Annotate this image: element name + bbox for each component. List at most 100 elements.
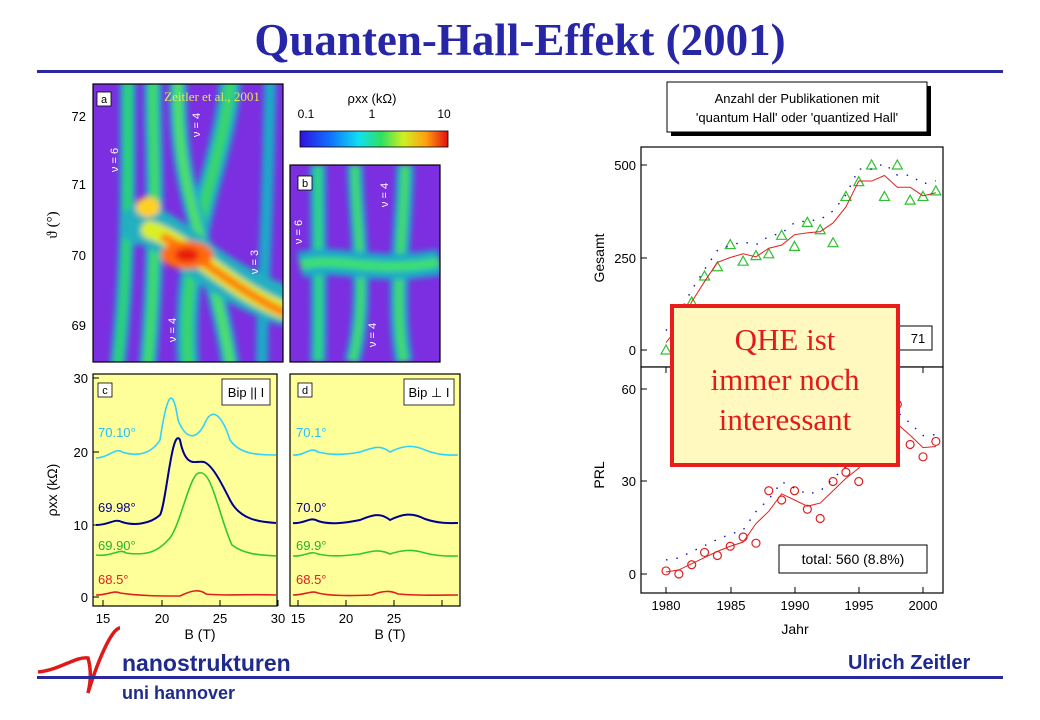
gesamt-point <box>878 190 891 202</box>
panel-a-ytick: 69 <box>72 318 86 333</box>
pub-top-ylabel: Gesamt <box>591 233 607 282</box>
panel-d: d Bip ⊥ I 70.1° 70.0° 69.9° 68.5° 15 20 … <box>289 373 461 642</box>
prl-point <box>918 452 928 462</box>
panel-c-ytick: 10 <box>74 518 88 533</box>
panel-c-trace-label: 70.10° <box>98 425 136 440</box>
panel-a-ytick: 72 <box>72 109 86 124</box>
panel-a-label-nu4-bottom: ν = 4 <box>167 318 179 342</box>
pub-bottom-ytick: 0 <box>629 567 636 582</box>
gesamt-point <box>737 254 750 266</box>
panel-b-label-nu4-top: ν = 4 <box>379 183 391 207</box>
panel-a-label-nu6: ν = 6 <box>109 148 121 172</box>
logo-mark <box>37 626 121 694</box>
panel-a-ytick: 71 <box>72 177 86 192</box>
colorbar-tick: 10 <box>437 107 451 121</box>
pub-xtick: 1995 <box>845 598 874 613</box>
prl-point <box>931 436 941 447</box>
panel-d-trace-label: 68.5° <box>296 572 327 587</box>
panel-c-xlabel: B (T) <box>184 626 215 642</box>
prl-point <box>802 504 812 514</box>
callout-line: immer noch <box>710 362 860 397</box>
panel-c-trace-label: 69.90° <box>98 538 136 553</box>
panel-a-letter: a <box>101 94 108 106</box>
colorbar-tick: 1 <box>369 107 376 121</box>
pub-bottom-ylabel: PRL <box>591 461 607 488</box>
panel-b-label-nu6: ν = 6 <box>293 220 305 244</box>
prl-point <box>841 467 851 477</box>
prl-point <box>905 439 915 450</box>
footer-rule <box>37 676 1003 679</box>
pub-xlabel: Jahr <box>781 621 809 637</box>
panel-d-xtick: 25 <box>387 611 401 626</box>
panel-c-xtick: 30 <box>271 611 285 626</box>
panel-a-label-nu3: ν = 3 <box>249 250 261 274</box>
panel-c-ylabel: ρxx (kΩ) <box>44 464 60 517</box>
author: Ulrich Zeitler <box>848 652 971 674</box>
panel-c-legend: Bip || I <box>228 385 264 400</box>
pub-xtick: 1980 <box>652 598 681 613</box>
logo-subtext: uni hannover <box>122 683 236 703</box>
gesamt-point <box>659 343 673 355</box>
prl-point <box>828 476 838 487</box>
gesamt-point <box>762 247 775 259</box>
panel-d-trace-label: 69.9° <box>296 538 327 553</box>
panel-c-trace-label: 68.5° <box>98 572 129 587</box>
gesamt-point <box>788 240 801 251</box>
gesamt-point <box>929 184 942 196</box>
panel-d-letter: d <box>302 385 308 397</box>
panel-d-xtick: 20 <box>339 611 353 626</box>
panel-c: c Bip || I 70.10° 69.98° 69.90° 68.5° 30… <box>44 371 285 642</box>
panel-b-label-nu4-bottom: ν = 4 <box>367 323 379 347</box>
panel-d-xlabel: B (T) <box>374 626 405 642</box>
prl-point <box>687 560 697 570</box>
pub-legend-line1: Anzahl der Publikationen mit <box>715 91 880 106</box>
title-rule <box>37 70 1003 73</box>
panel-a-credit: Zeitler et al., 2001 <box>164 89 260 104</box>
pub-bottom-total: total: 560 (8.8%) <box>802 551 905 567</box>
panel-d-xtick: 15 <box>291 611 305 626</box>
panel-a: a Zeitler et al., 2001 ν = 6 ν = 4 ν = 3… <box>45 83 284 363</box>
gesamt-point <box>839 190 852 202</box>
panel-c-ytick: 0 <box>81 590 88 605</box>
gesamt-point <box>698 269 711 281</box>
gesamt-point <box>724 238 737 250</box>
panel-c-ytick: 20 <box>74 445 88 460</box>
pub-xtick: 2000 <box>909 598 938 613</box>
pub-top-ytick: 500 <box>614 158 636 173</box>
panel-c-ytick: 30 <box>74 371 88 386</box>
pub-xtick: 1990 <box>781 598 810 613</box>
prl-point <box>789 486 800 496</box>
panel-a-label-nu4-top: ν = 4 <box>191 113 203 137</box>
callout-line: interessant <box>718 402 852 437</box>
colorbar: ρxx (kΩ) 0.1 1 10 <box>298 91 451 148</box>
gesamt-point <box>827 236 840 248</box>
panel-c-letter: c <box>102 385 108 397</box>
gesamt-point <box>775 229 788 240</box>
panel-a-ylabel: ϑ (°) <box>45 211 61 238</box>
prl-point <box>751 538 761 548</box>
prl-point <box>854 476 864 487</box>
panel-d-legend: Bip ⊥ I <box>409 385 450 400</box>
colorbar-label: ρxx (kΩ) <box>348 91 397 106</box>
pub-bottom-ytick: 60 <box>622 382 636 397</box>
pub-top-ytick: 250 <box>614 251 636 266</box>
pub-xtick: 1985 <box>717 598 746 613</box>
logo-text: nanostrukturen <box>122 650 291 676</box>
panel-b: b ν = 6 ν = 4 ν = 4 <box>289 164 441 363</box>
panel-b-letter: b <box>302 178 308 190</box>
panel-a-ytick: 70 <box>72 248 86 263</box>
page-title: Quanten-Hall-Effekt (2001) <box>254 15 786 65</box>
panel-c-xtick: 25 <box>213 611 227 626</box>
gesamt-point <box>891 158 904 170</box>
panel-d-trace-label: 70.0° <box>296 500 327 515</box>
gesamt-point <box>916 190 930 202</box>
gesamt-point <box>814 223 827 235</box>
callout-box: QHE ist immer noch interessant <box>670 304 900 467</box>
prl-point <box>764 486 774 496</box>
pub-bottom-ytick: 30 <box>622 474 636 489</box>
colorbar-tick: 0.1 <box>298 107 315 121</box>
pub-top-ytick: 0 <box>629 343 636 358</box>
callout-line: QHE ist <box>734 322 836 357</box>
panel-c-xtick: 20 <box>155 611 169 626</box>
